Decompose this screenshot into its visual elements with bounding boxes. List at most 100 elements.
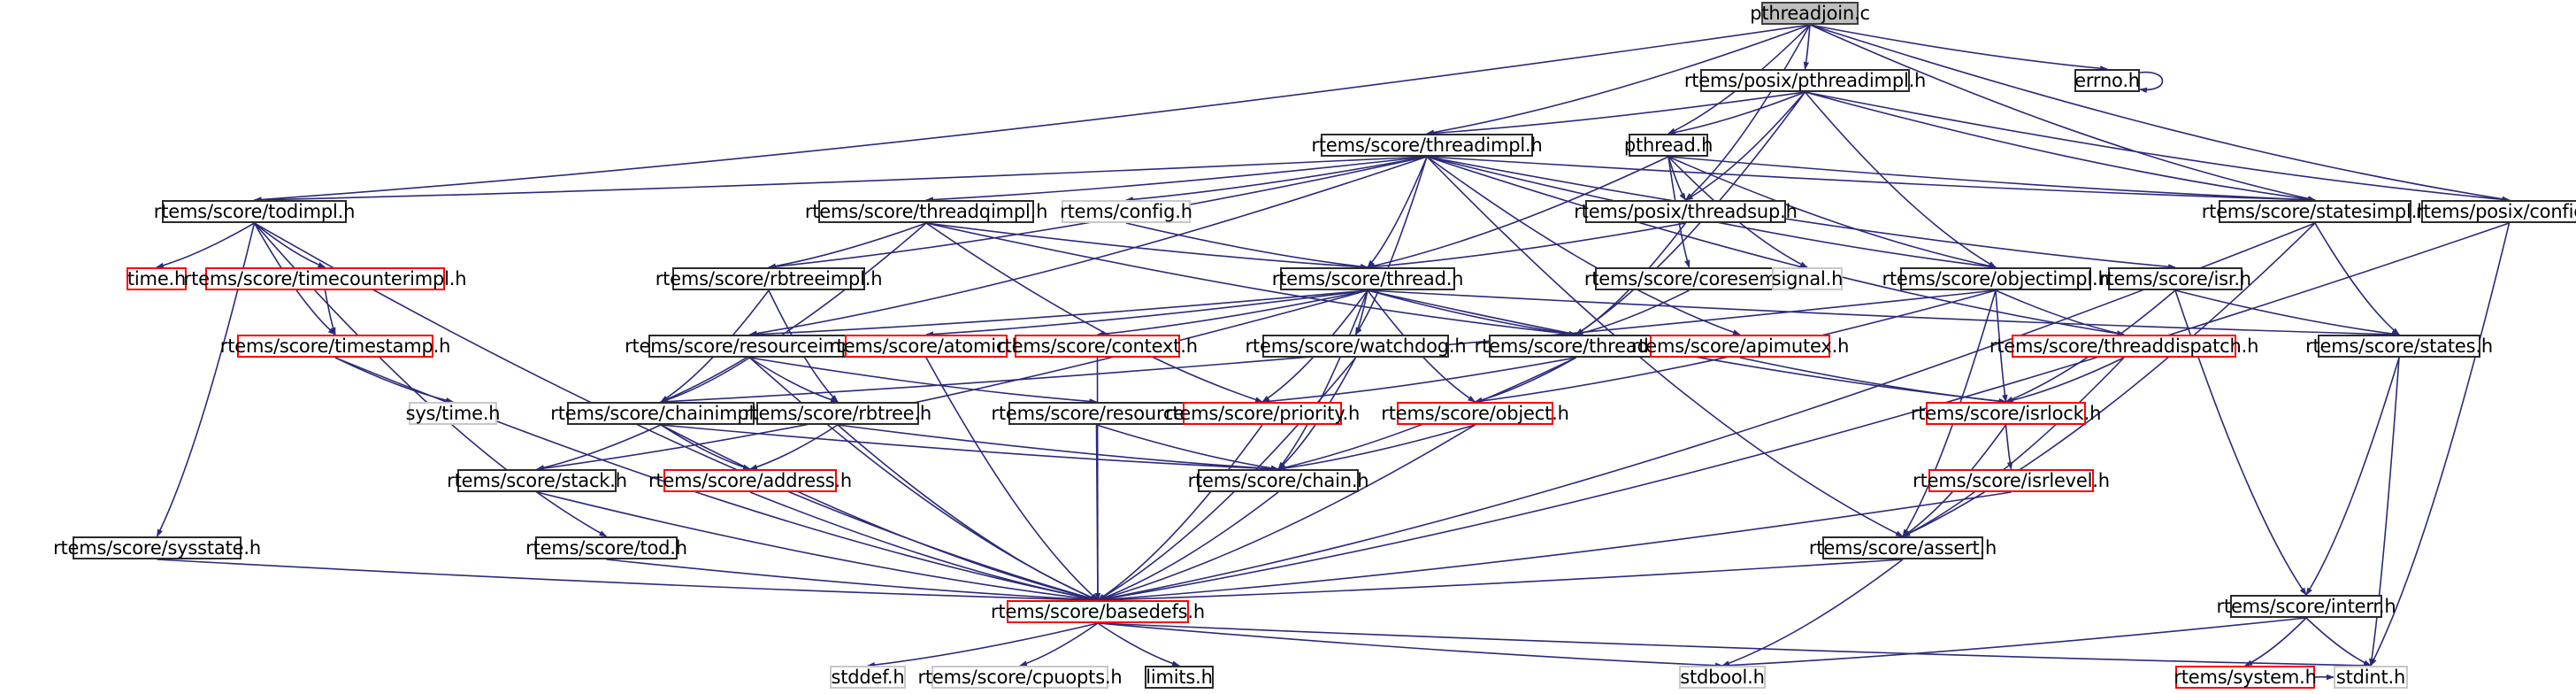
graph-edge-pthread-to-threadh (1367, 156, 1669, 269)
graph-edge-threadh-to-resourceimpl (748, 289, 1368, 337)
graph-node-objectimpl[interactable]: rtems/score/objectimpl.h (1882, 267, 2110, 290)
graph-node-priorityh[interactable]: rtems/score/priority.h (1165, 402, 1360, 425)
graph-node-atomich[interactable]: rtems/score/atomic.h (829, 335, 1024, 358)
graph-edge-threaddispatch-to-isrlock (2005, 357, 2125, 404)
graph-edge-threadimpl-to-threadqimpl (925, 156, 1428, 203)
graph-edge-pthread-to-objectimpl (1668, 156, 1997, 269)
graph-node-isrlock[interactable]: rtems/score/isrlock.h (1911, 402, 2101, 425)
graph-edge-pthreadimpl-to-objectimpl (1804, 91, 1997, 268)
graph-node-label: rtems/score/objectimpl.h (1882, 267, 2110, 289)
graph-edge-statesh-to-stdint (2368, 357, 2400, 667)
graph-edge-todimpl-to-timeh (156, 222, 255, 268)
graph-node-posixconfig[interactable]: rtems/posix/config.h (2416, 200, 2576, 223)
graph-edge-basedefs-to-stdbool (1097, 622, 1723, 668)
graph-node-addressh[interactable]: rtems/score/address.h (648, 469, 852, 492)
graph-edge-pthreadjoin-to-errno (1809, 24, 2108, 72)
graph-node-isrh[interactable]: rtems/score/isr.h (2099, 267, 2251, 290)
graph-node-basedefs[interactable]: rtems/score/basedefs.h (991, 600, 1205, 623)
graph-edge-basedefs-to-stddef (867, 622, 1099, 668)
graph-node-stdint[interactable]: stdint.h (2334, 666, 2408, 689)
graph-node-objecth[interactable]: rtems/score/object.h (1381, 402, 1569, 425)
graph-node-chainimpl[interactable]: rtems/score/chainimpl.h (550, 402, 771, 425)
graph-node-rbtreeh[interactable]: rtems/score/rbtree.h (744, 402, 932, 425)
graph-node-configh[interactable]: rtems/config.h (1060, 200, 1192, 223)
graph-node-asserth[interactable]: rtems/score/assert.h (1809, 536, 1997, 559)
graph-node-label: rtems/posix/pthreadimpl.h (1683, 69, 1927, 91)
graph-node-resourceimpl[interactable]: rtems/score/resourceimpl.h (625, 335, 875, 358)
graph-node-label: rtems/score/coresem.h (1583, 267, 1795, 289)
graph-node-label: rtems/score/threadimpl.h (1311, 134, 1543, 156)
graph-node-limitsh[interactable]: limits.h (1145, 666, 1214, 689)
graph-edge-pthreadimpl-to-statesimpl (1805, 91, 2316, 203)
graph-edge-statesimpl-to-asserth (1902, 222, 2316, 537)
graph-node-rbtreeimpl[interactable]: rtems/score/rbtreeimpl.h (656, 267, 883, 290)
graph-edge-resourceh-to-chainh (1096, 424, 1279, 471)
graph-node-timestamp[interactable]: rtems/score/timestamp.h (220, 335, 450, 358)
graph-node-timecounterimpl[interactable]: rtems/score/timecounterimpl.h (184, 267, 467, 290)
graph-edge-isrh-to-statesh (2174, 289, 2400, 337)
graph-node-resourceh[interactable]: rtems/score/resource.h (991, 402, 1202, 425)
graph-edge-pthread-to-threadsup (1668, 156, 1687, 201)
graph-node-stdbool[interactable]: stdbool.h (1679, 666, 1766, 689)
graph-edge-threadqimpl-to-priorityh (925, 222, 1263, 403)
graph-node-systime[interactable]: sys/time.h (406, 402, 501, 425)
graph-node-signalh[interactable]: signal.h (1772, 267, 1843, 290)
graph-node-stackh[interactable]: rtems/score/stack.h (447, 469, 627, 492)
graph-edge-objectimpl-to-threaddispatch (1995, 289, 2125, 336)
graph-node-label: rtems/posix/threadsup.h (1574, 200, 1798, 222)
graph-edge-sysstate-to-basedefs (157, 559, 1099, 603)
graph-node-cpuopts[interactable]: rtems/score/cpuopts.h (917, 666, 1123, 689)
graph-node-label: rtems/score/threadqimpl.h (804, 200, 1048, 222)
graph-edge-timestamp-to-systime (334, 357, 454, 404)
graph-node-stddef[interactable]: stddef.h (830, 666, 906, 689)
graph-node-label: rtems/score/context.h (997, 335, 1198, 357)
graph-node-label: rtems/score/threaddispatch.h (1989, 335, 2259, 357)
graph-node-pthreadjoin[interactable]: pthreadjoin.c (1750, 2, 1870, 25)
graph-edge-pthreadimpl-to-threadimpl (1426, 91, 1806, 136)
graph-node-apimutex[interactable]: rtems/score/apimutex.h (1631, 335, 1849, 358)
graph-node-statesimpl[interactable]: rtems/score/statesimpl.h (2202, 200, 2428, 223)
graph-node-label: errno.h (2074, 69, 2140, 91)
graph-edge-threadsup-to-threadh (1367, 222, 1686, 270)
graph-node-timeh[interactable]: time.h (126, 267, 187, 290)
graph-node-todimpl[interactable]: rtems/score/todimpl.h (154, 200, 355, 223)
graph-node-threadsup[interactable]: rtems/posix/threadsup.h (1574, 200, 1798, 223)
graph-edge-threadh-to-chainh (1277, 289, 1368, 470)
graph-node-label: stddef.h (831, 666, 905, 688)
graph-edge-basedefs-to-cpuopts (1019, 622, 1099, 667)
graph-node-label: rtems/score/states.h (2305, 335, 2493, 357)
graph-node-label: rtems/config.h (1060, 200, 1192, 222)
graph-node-label: stdbool.h (1680, 666, 1765, 688)
graph-node-systemh[interactable]: rtems/system.h (2174, 666, 2317, 689)
graph-edge-pthreadimpl-to-posixconfig (1805, 91, 2511, 203)
graph-node-watchdog[interactable]: rtems/score/watchdog.h (1246, 335, 1467, 358)
graph-node-label: rtems/score/rbtreeimpl.h (655, 267, 883, 289)
graph-node-sysstate[interactable]: rtems/score/sysstate.h (53, 536, 261, 559)
graph-edge-timecounterimpl-to-timestamp (324, 289, 336, 335)
graph-node-label: rtems/score/statesimpl.h (2201, 200, 2429, 222)
graph-node-chainh[interactable]: rtems/score/chain.h (1188, 469, 1369, 492)
graph-node-label: rtems/score/isrlock.h (1910, 402, 2102, 424)
graph-node-label: sys/time.h (405, 402, 501, 424)
graph-node-interrh[interactable]: rtems/score/interr.h (2216, 595, 2396, 618)
graph-node-threadh[interactable]: rtems/score/thread.h (1272, 267, 1463, 290)
graph-node-pthreadimpl[interactable]: rtems/posix/pthreadimpl.h (1684, 69, 1926, 92)
graph-edge-objectimpl-to-asserth (1902, 289, 1997, 537)
graph-node-threadimpl[interactable]: rtems/score/threadimpl.h (1311, 134, 1543, 157)
graph-node-isrlevel[interactable]: rtems/score/isrlevel.h (1913, 469, 2110, 492)
graph-node-statesh[interactable]: rtems/score/states.h (2305, 335, 2493, 358)
graph-node-todh[interactable]: rtems/score/tod.h (525, 536, 687, 559)
graph-edge-asserth-to-stdbool (1721, 559, 1904, 667)
graph-edge-pthreadjoin-to-threadimpl (1426, 24, 1811, 135)
graph-edge-resourceimpl-to-rbtreeh (749, 357, 839, 403)
graph-node-pthread[interactable]: pthread.h (1624, 134, 1713, 157)
graph-edge-priorityh-to-basedefs (1097, 424, 1263, 601)
graph-edge-apimutex-to-isrlock (1739, 357, 2007, 405)
graph-node-threaddispatch[interactable]: rtems/score/threaddispatch.h (1990, 335, 2258, 358)
graph-node-contexth[interactable]: rtems/score/context.h (997, 335, 1198, 358)
graph-edge-chainimpl-to-addressh (660, 424, 751, 470)
graph-node-threadqimpl[interactable]: rtems/score/threadqimpl.h (805, 200, 1047, 223)
graph-edge-todimpl-to-timecounterimpl (253, 222, 326, 268)
graph-node-coresem[interactable]: rtems/score/coresem.h (1584, 267, 1794, 290)
graph-node-errno[interactable]: errno.h (2074, 69, 2140, 92)
